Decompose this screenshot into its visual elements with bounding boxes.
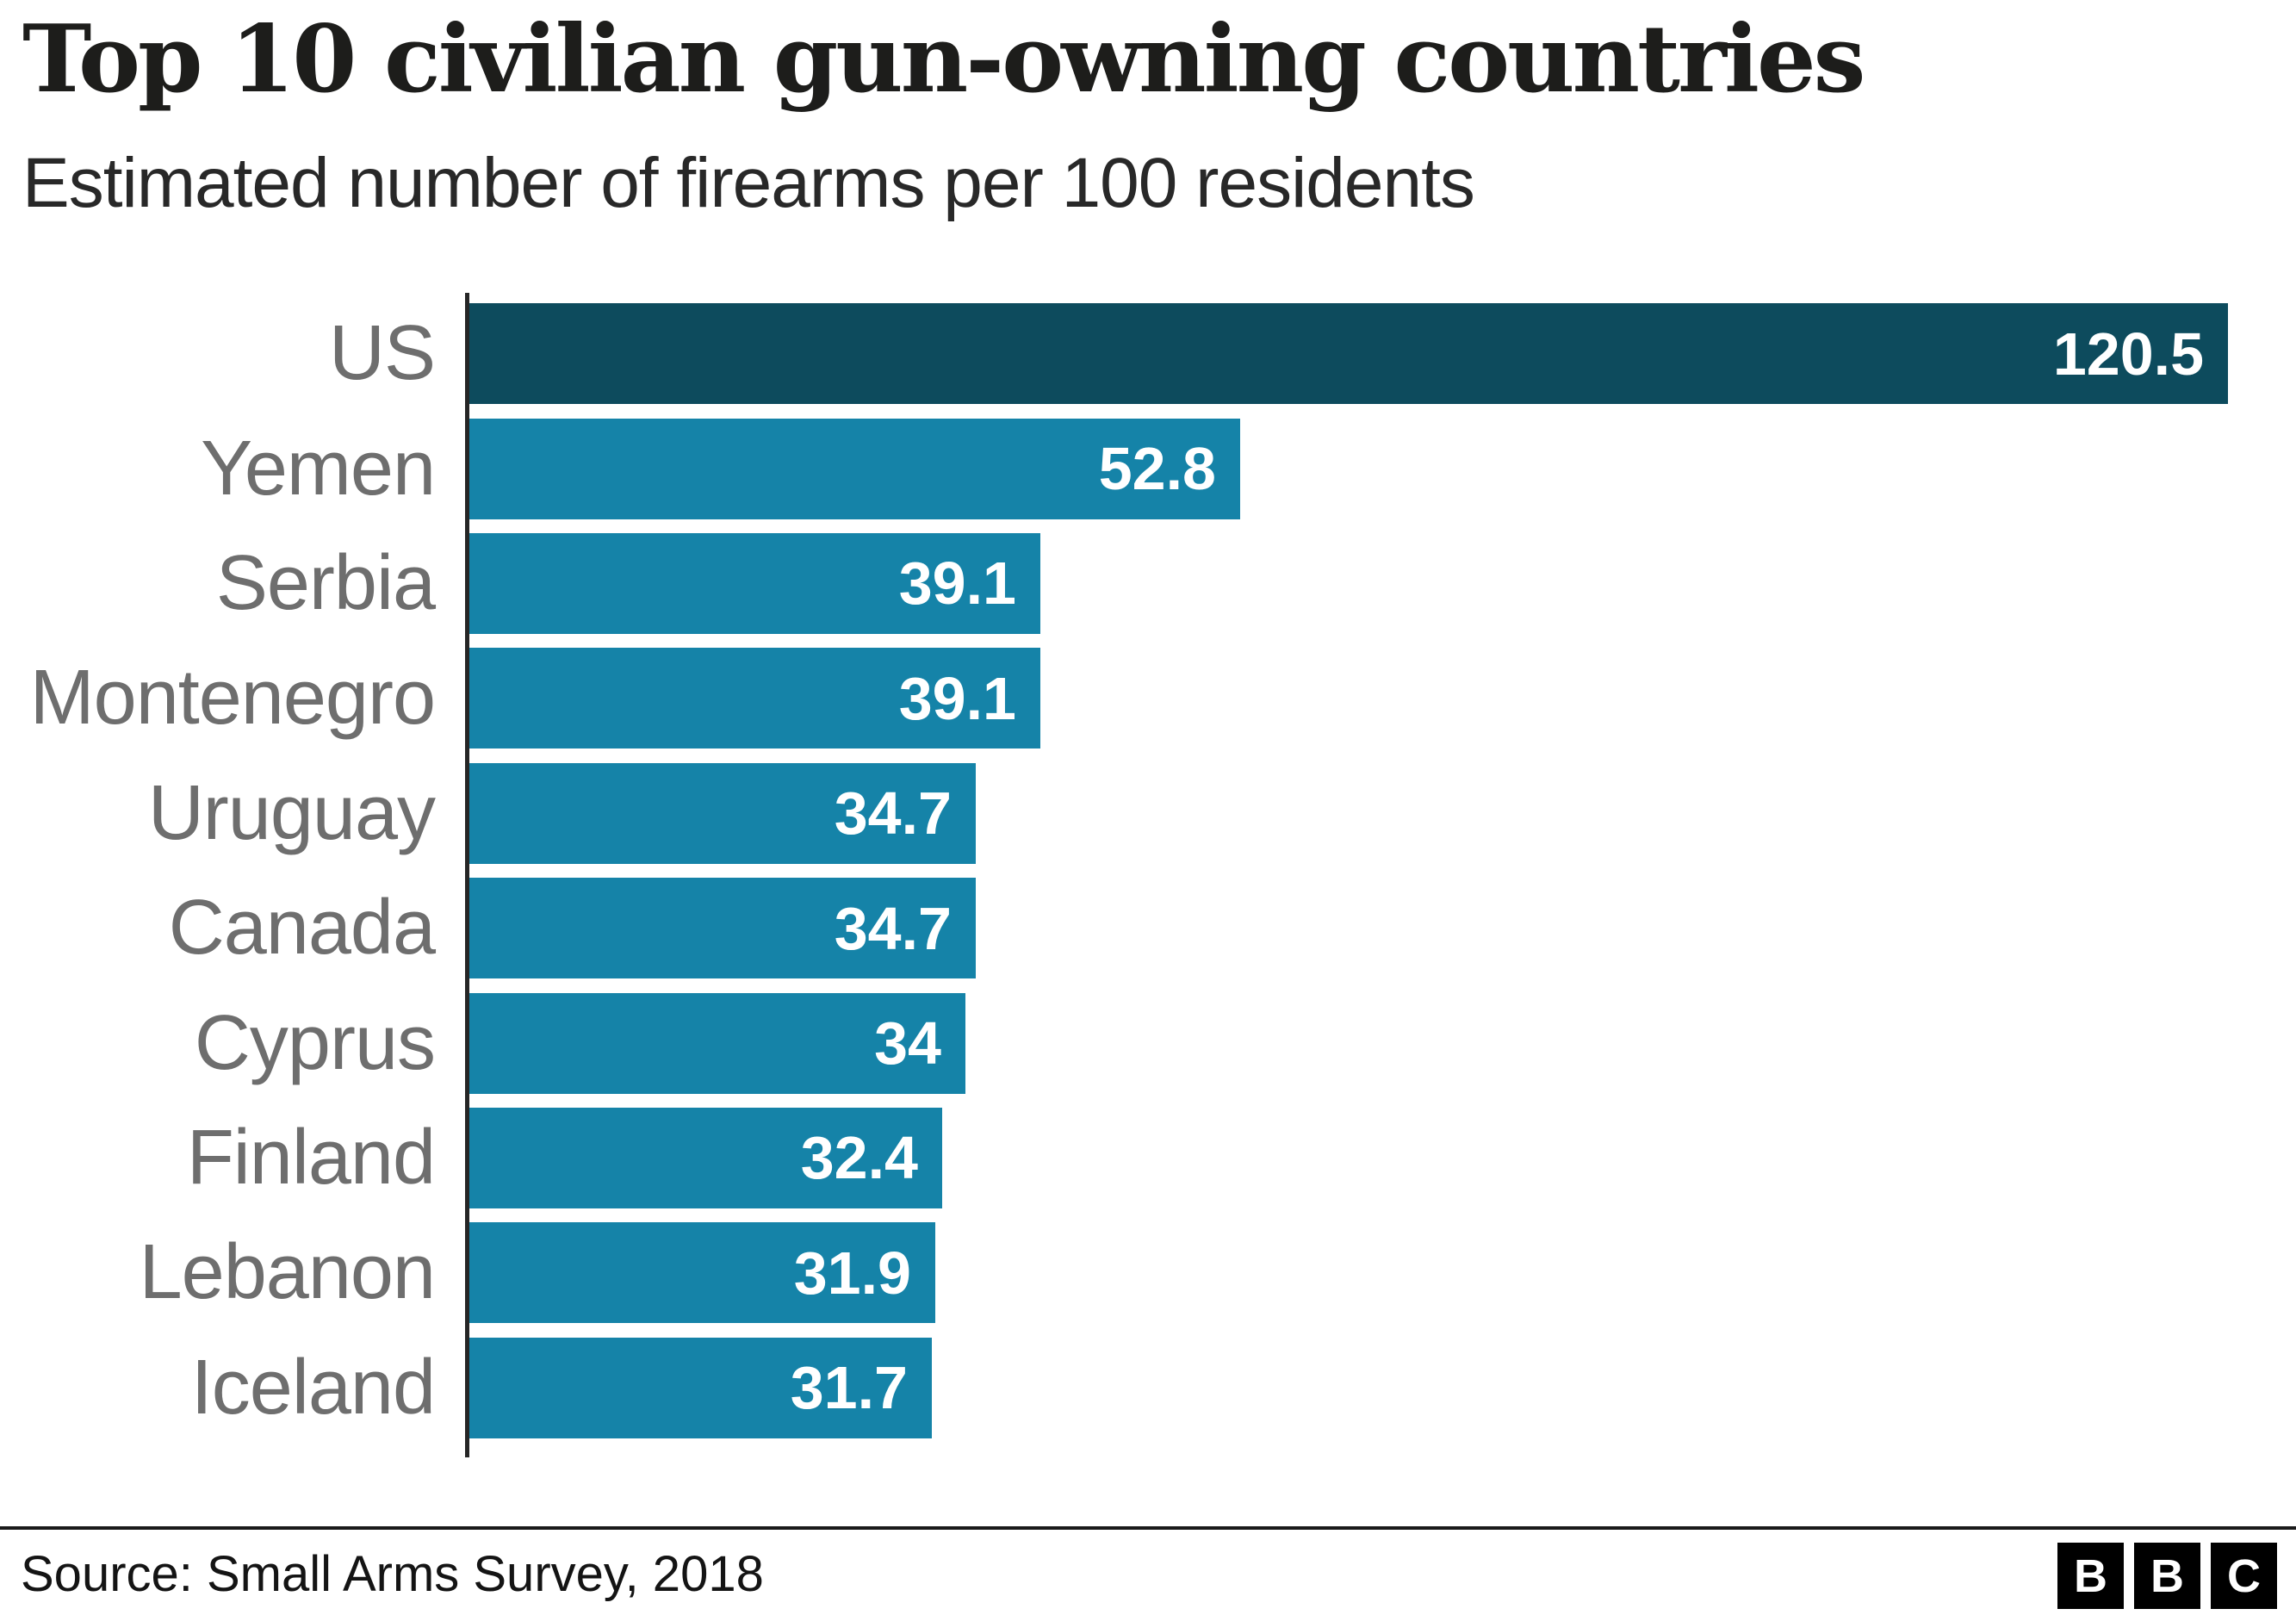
country-label: Serbia [215, 539, 436, 626]
country-label: Uruguay [147, 769, 436, 856]
bar-value-label: 34.7 [834, 780, 952, 848]
footer-divider [0, 1526, 2296, 1530]
bar: 32.4 [469, 1107, 942, 1208]
bar: 34.7 [469, 878, 976, 979]
country-label: Lebanon [139, 1229, 436, 1316]
country-label: Yemen [201, 425, 436, 512]
bar-row: Iceland 31.7 [0, 1331, 2296, 1445]
bar-value-label: 39.1 [898, 664, 1016, 732]
bar-value-label: 39.1 [898, 550, 1016, 618]
chart-title: Top 10 civilian gun-owning countries [22, 5, 1865, 114]
country-label: Montenegro [29, 655, 436, 742]
bbc-logo-letter: B [2074, 1550, 2107, 1602]
y-axis-line [465, 293, 469, 1457]
country-label: Cyprus [194, 999, 436, 1086]
bar-row: Uruguay 34.7 [0, 756, 2296, 871]
bar-row: Lebanon 31.9 [0, 1215, 2296, 1330]
bar: 39.1 [469, 532, 1040, 634]
bbc-logo-letter: B [2150, 1550, 2184, 1602]
country-label: Iceland [190, 1344, 436, 1431]
bar-value-label: 34.7 [834, 894, 952, 962]
bbc-logo-block: B [2057, 1543, 2124, 1609]
bbc-logo-block: C [2211, 1543, 2277, 1609]
country-label: US [328, 310, 436, 397]
bar-value-label: 34 [874, 1009, 941, 1078]
source-attribution: Source: Small Arms Survey, 2018 [21, 1546, 764, 1602]
bar: 34.7 [469, 762, 976, 864]
bar-value-label: 32.4 [800, 1124, 918, 1192]
country-label: Canada [168, 885, 436, 972]
bar-row: US 120.5 [0, 296, 2296, 411]
country-label: Finland [186, 1114, 436, 1201]
bar-row: Cyprus 34 [0, 985, 2296, 1100]
bar: 120.5 [469, 303, 2228, 405]
bar-value-label: 31.7 [790, 1354, 908, 1422]
bbc-logo-block: B [2134, 1543, 2200, 1609]
chart-subtitle: Estimated number of firearms per 100 res… [22, 144, 1475, 222]
bar: 31.7 [469, 1337, 932, 1438]
bar-row: Finland 32.4 [0, 1101, 2296, 1215]
bar-rows: US 120.5 Yemen 52.8 Serbia 39.1 Montenegro 39.1… [0, 296, 2296, 1445]
bar-value-label: 120.5 [2052, 320, 2204, 388]
bar-row: Serbia 39.1 [0, 526, 2296, 641]
bar-value-label: 31.9 [793, 1239, 911, 1307]
bbc-logo-letter: C [2227, 1550, 2261, 1602]
bar: 52.8 [469, 418, 1240, 519]
bar-row: Canada 34.7 [0, 871, 2296, 985]
bar-row: Montenegro 39.1 [0, 641, 2296, 755]
bar-value-label: 52.8 [1098, 435, 1216, 503]
bar: 31.9 [469, 1222, 935, 1324]
bar-chart: US 120.5 Yemen 52.8 Serbia 39.1 Montenegro 39.1… [0, 293, 2296, 1457]
bar: 39.1 [469, 648, 1040, 749]
bar: 34 [469, 992, 965, 1094]
bar-row: Yemen 52.8 [0, 411, 2296, 525]
